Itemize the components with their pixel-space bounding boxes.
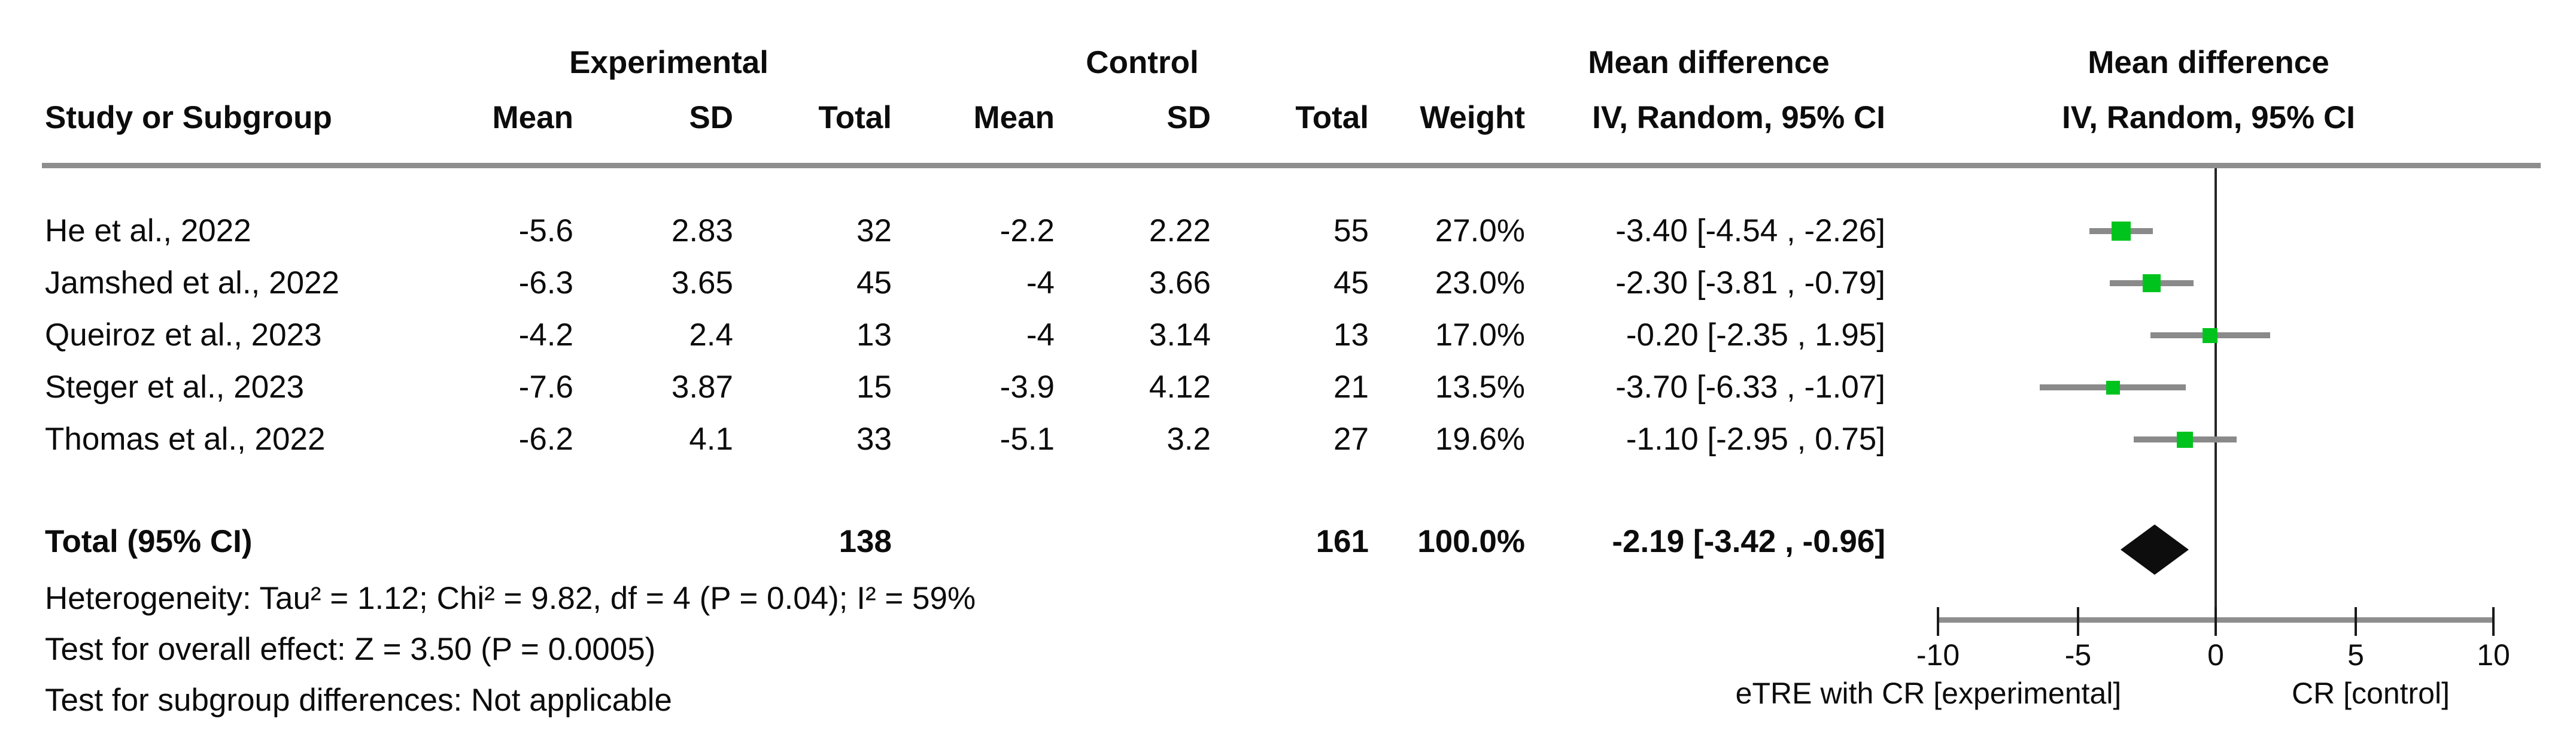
total-exp-total: 138 — [839, 524, 892, 559]
axis-label-control-side: CR [control] — [2292, 677, 2450, 710]
axis-tick-label: 10 — [2477, 638, 2510, 672]
study-name: Queiroz et al., 2023 — [45, 317, 322, 353]
ctrl-sd-value: 3.2 — [1167, 422, 1211, 457]
header-mean-difference-text: Mean difference — [1588, 45, 1830, 80]
axis-tick-label: -10 — [1916, 638, 1960, 672]
exp-mean-value: -5.6 — [518, 213, 573, 248]
effect-marker — [2143, 274, 2161, 292]
header-exp-total: Total — [818, 100, 892, 135]
total-label: Total (95% CI) — [45, 524, 253, 559]
header-ctrl-mean: Mean — [973, 100, 1055, 135]
null-effect-line — [2214, 168, 2217, 623]
exp-sd-value: 3.87 — [671, 369, 733, 405]
effect-marker — [2203, 328, 2217, 343]
exp-mean-value: -6.2 — [518, 422, 573, 457]
axis-tick — [2492, 607, 2495, 636]
header-group-row: Experimental Control Mean difference Mea… — [0, 42, 2576, 84]
axis-tick — [2355, 607, 2357, 636]
ctrl-total-value: 55 — [1333, 213, 1369, 248]
header-mean-difference-plot: Mean difference — [2088, 45, 2329, 80]
axis-tick-label: -5 — [2064, 638, 2092, 672]
weight-value: 27.0% — [1435, 213, 1525, 248]
effect-marker — [2106, 381, 2120, 395]
header-separator-line — [42, 163, 2541, 168]
exp-total-value: 32 — [856, 213, 892, 248]
study-name: Jamshed et al., 2022 — [45, 265, 340, 301]
exp-total-value: 45 — [856, 265, 892, 301]
exp-sd-value: 3.65 — [671, 265, 733, 301]
header-ctrl-sd: SD — [1167, 100, 1211, 135]
weight-value: 17.0% — [1435, 317, 1525, 353]
exp-sd-value: 2.4 — [689, 317, 733, 353]
exp-mean-value: -7.6 — [518, 369, 573, 405]
ctrl-mean-value: -3.9 — [1000, 369, 1055, 405]
study-name: He et al., 2022 — [45, 213, 251, 248]
study-name: Steger et al., 2023 — [45, 369, 305, 405]
ctrl-total-value: 27 — [1333, 422, 1369, 457]
header-experimental-group: Experimental — [569, 45, 768, 80]
ci-value: -3.70 [-6.33 , -1.07] — [1615, 369, 1885, 405]
weight-value: 13.5% — [1435, 369, 1525, 405]
header-exp-sd: SD — [689, 100, 733, 135]
overall-effect-note: Test for overall effect: Z = 3.50 (P = 0… — [45, 632, 656, 667]
ctrl-mean-value: -4 — [1026, 265, 1055, 301]
ci-value: -1.10 [-2.95 , 0.75] — [1626, 422, 1885, 457]
ctrl-mean-value: -5.1 — [1000, 422, 1055, 457]
header-study: Study or Subgroup — [45, 100, 332, 135]
header-columns-row: Study or Subgroup Mean SD Total Mean SD … — [0, 97, 2576, 139]
effect-marker — [2177, 432, 2193, 448]
ctrl-mean-value: -2.2 — [1000, 213, 1055, 248]
axis-tick — [2077, 607, 2079, 636]
total-weight: 100.0% — [1417, 524, 1525, 559]
ctrl-sd-value: 4.12 — [1149, 369, 1211, 405]
ctrl-total-value: 13 — [1333, 317, 1369, 353]
ctrl-total-value: 45 — [1333, 265, 1369, 301]
weight-value: 19.6% — [1435, 422, 1525, 457]
axis-tick-label: 0 — [2207, 638, 2224, 672]
ctrl-sd-value: 3.66 — [1149, 265, 1211, 301]
table-row: Steger et al., 2023 -7.6 3.87 15 -3.9 4.… — [0, 366, 2576, 408]
weight-value: 23.0% — [1435, 265, 1525, 301]
header-ci-plot: IV, Random, 95% CI — [2062, 100, 2355, 135]
axis-tick-label: 5 — [2347, 638, 2364, 672]
exp-total-value: 13 — [856, 317, 892, 353]
effect-marker — [2112, 222, 2131, 241]
study-name: Thomas et al., 2022 — [45, 422, 326, 457]
exp-sd-value: 2.83 — [671, 213, 733, 248]
ctrl-mean-value: -4 — [1026, 317, 1055, 353]
header-exp-mean: Mean — [492, 100, 573, 135]
ci-value: -0.20 [-2.35 , 1.95] — [1626, 317, 1885, 353]
exp-total-value: 33 — [856, 422, 892, 457]
ctrl-total-value: 21 — [1333, 369, 1369, 405]
total-row: Total (95% CI) 138 161 100.0% -2.19 [-3.… — [0, 521, 2576, 563]
table-row: Jamshed et al., 2022 -6.3 3.65 45 -4 3.6… — [0, 262, 2576, 304]
total-ci-value: -2.19 [-3.42 , -0.96] — [1612, 524, 1885, 559]
ctrl-sd-value: 2.22 — [1149, 213, 1211, 248]
exp-total-value: 15 — [856, 369, 892, 405]
axis-label-experimental-side: eTRE with CR [experimental] — [1735, 677, 2122, 710]
axis-tick — [2214, 607, 2217, 636]
exp-mean-value: -6.3 — [518, 265, 573, 301]
header-ci-text: IV, Random, 95% CI — [1592, 100, 1885, 135]
ci-value: -2.30 [-3.81 , -0.79] — [1615, 265, 1885, 301]
table-row: Thomas et al., 2022 -6.2 4.1 33 -5.1 3.2… — [0, 419, 2576, 460]
heterogeneity-note: Heterogeneity: Tau² = 1.12; Chi² = 9.82,… — [45, 581, 976, 616]
ci-value: -3.40 [-4.54 , -2.26] — [1615, 213, 1885, 248]
total-ctrl-total: 161 — [1316, 524, 1369, 559]
table-row: He et al., 2022 -5.6 2.83 32 -2.2 2.22 5… — [0, 210, 2576, 252]
axis-tick — [1937, 607, 1939, 636]
ctrl-sd-value: 3.14 — [1149, 317, 1211, 353]
header-ctrl-total: Total — [1295, 100, 1369, 135]
exp-mean-value: -4.2 — [518, 317, 573, 353]
subgroup-differences-note: Test for subgroup differences: Not appli… — [45, 683, 672, 718]
exp-sd-value: 4.1 — [689, 422, 733, 457]
table-row: Queiroz et al., 2023 -4.2 2.4 13 -4 3.14… — [0, 314, 2576, 356]
header-control-group: Control — [1086, 45, 1199, 80]
header-weight: Weight — [1420, 100, 1525, 135]
